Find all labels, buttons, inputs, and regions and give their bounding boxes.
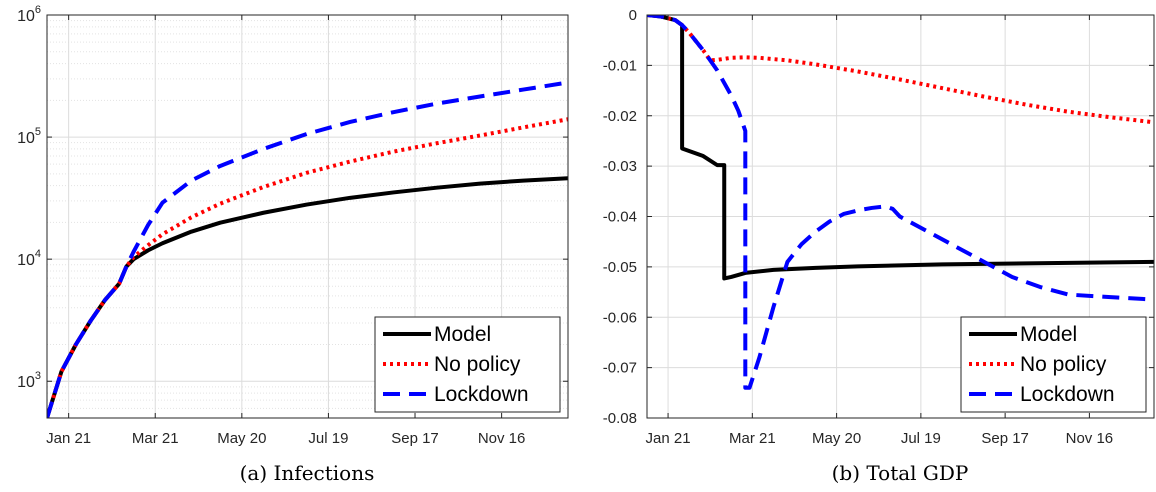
legend: Model No policy Lockdown bbox=[960, 316, 1147, 413]
x-tick-label: Nov 16 bbox=[478, 430, 526, 447]
x-tick-label: Nov 16 bbox=[1066, 430, 1114, 447]
series-line-lockdown bbox=[647, 15, 1154, 390]
legend-label: Lockdown bbox=[1020, 383, 1115, 406]
legend-label: No policy bbox=[1020, 353, 1107, 376]
y-tick-label: 103 bbox=[17, 370, 41, 391]
x-tick-label: Jan 21 bbox=[46, 430, 91, 447]
y-tick-label: -0.06 bbox=[603, 309, 637, 326]
x-tick-label: Jan 21 bbox=[646, 430, 691, 447]
total-gdp-panel: Jan 21 Mar 21 May 20 Jul 19 Sep 17 Nov 16 0 -0.… bbox=[603, 7, 1155, 485]
series-line-lockdown bbox=[47, 80, 568, 418]
y-tick-label: -0.08 bbox=[603, 410, 637, 427]
x-tick-label: Jul 19 bbox=[308, 430, 348, 447]
x-tick-label: May 20 bbox=[217, 430, 266, 447]
infections-panel: Jan 21 Mar 21 May 20 Jul 19 Sep 17 Nov 16 103 1… bbox=[17, 4, 569, 485]
y-tick-label: -0.03 bbox=[603, 158, 637, 175]
series-line-model bbox=[647, 15, 1154, 281]
y-tick-label: -0.07 bbox=[603, 360, 637, 377]
y-tick-label: -0.01 bbox=[603, 57, 637, 74]
legend-label: Model bbox=[434, 323, 491, 346]
legend-label: Lockdown bbox=[434, 383, 529, 406]
x-tick-label: Mar 21 bbox=[132, 430, 179, 447]
legend: Model No policy Lockdown bbox=[374, 316, 561, 413]
y-tick-label: 0 bbox=[629, 7, 637, 24]
x-tick-label: Jul 19 bbox=[901, 430, 941, 447]
axes-box bbox=[46, 14, 569, 419]
x-tick-label: Sep 17 bbox=[981, 430, 1029, 447]
x-tick-label: May 20 bbox=[812, 430, 861, 447]
legend-label: Model bbox=[1020, 323, 1077, 346]
series-lines bbox=[47, 80, 568, 418]
y-tick-label: 104 bbox=[17, 248, 41, 269]
x-tick-label: Mar 21 bbox=[729, 430, 776, 447]
y-tick-label: -0.02 bbox=[603, 108, 637, 125]
series-line-no-policy bbox=[47, 117, 568, 418]
panel-caption: (a) Infections bbox=[240, 461, 375, 485]
x-tick-label: Sep 17 bbox=[391, 430, 439, 447]
y-tick-label: 105 bbox=[17, 126, 41, 147]
y-tick-label: -0.05 bbox=[603, 259, 637, 276]
y-tick-label: -0.04 bbox=[603, 209, 637, 226]
series-lines bbox=[647, 15, 1154, 390]
panel-caption: (b) Total GDP bbox=[832, 461, 969, 485]
legend-label: No policy bbox=[434, 353, 521, 376]
y-tick-label: 106 bbox=[17, 4, 41, 25]
